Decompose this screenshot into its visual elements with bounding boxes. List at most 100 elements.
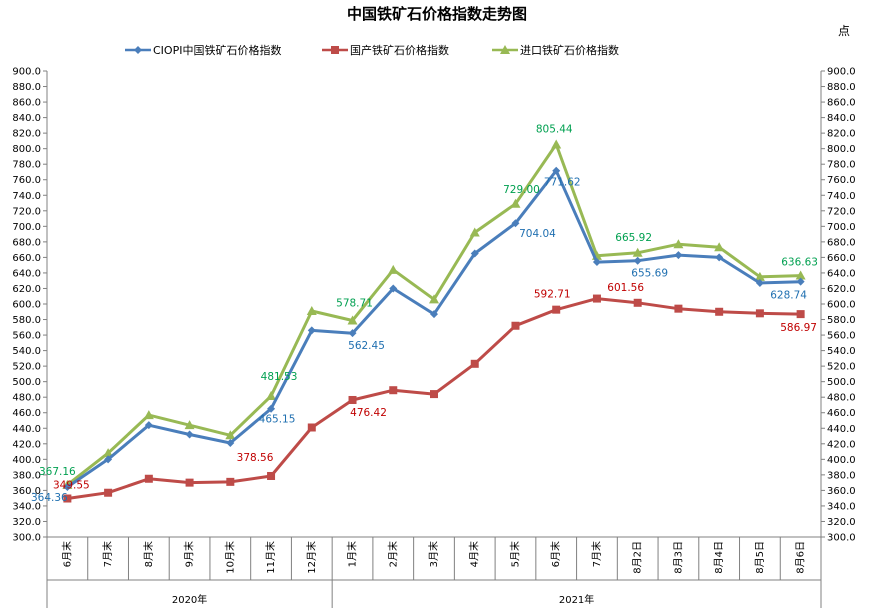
y-tick-label-left: 380.0: [12, 470, 41, 481]
legend: CIOPI中国铁矿石价格指数 国产铁矿石价格指数 进口铁矿石价格指数: [125, 43, 619, 57]
y-tick-label-right: 880.0: [827, 82, 856, 93]
data-label: 805.44: [536, 123, 573, 135]
data-point-triangle: [469, 227, 480, 237]
y-tick-label-left: 560.0: [12, 331, 41, 342]
data-point-diamond: [430, 310, 438, 319]
chart-title: 中国铁矿石价格指数走势图: [347, 5, 527, 23]
x-tick-label: 8月6日: [795, 541, 807, 574]
y-tick-label-right: 560.0: [827, 331, 856, 342]
legend-diamond-marker: [134, 46, 142, 54]
data-point-diamond: [267, 404, 276, 413]
data-point-square: [104, 488, 113, 497]
legend-item-ciopi: CIOPI中国铁矿石价格指数: [125, 43, 281, 57]
data-point-diamond: [511, 219, 520, 228]
data-label: 349.55: [53, 480, 90, 492]
y-tick-label-left: 520.0: [12, 362, 41, 373]
data-point-triangle: [754, 271, 765, 281]
y-tick-label-left: 360.0: [12, 486, 41, 497]
legend-label-domestic: 国产铁矿石价格指数: [350, 43, 449, 57]
y-tick-label-left: 760.0: [12, 175, 41, 186]
data-point-square: [430, 390, 438, 399]
y-tick-label-right: 380.0: [827, 470, 856, 481]
x-tick-label: 3月末: [427, 541, 440, 567]
data-labels: 364.36 465.15 562.45 704.04 771.62 655.69 628.…: [31, 123, 818, 504]
x-tick-label: 9月末: [183, 541, 196, 567]
data-point-triangle: [266, 391, 277, 401]
axes: 300.0 300.0 320.0 320.0 340.0 340.0 360.0 360.0…: [12, 67, 856, 608]
data-point-diamond: [307, 326, 316, 335]
data-point-triangle: [225, 430, 236, 440]
data-point-square: [470, 359, 479, 368]
data-point-triangle: [347, 315, 358, 325]
y-tick-label-left: 660.0: [12, 253, 41, 264]
data-point-diamond: [592, 258, 601, 267]
x-tick-label: 8月2日: [632, 541, 644, 574]
y-tick-label-right: 580.0: [827, 315, 856, 326]
data-point-diamond: [226, 439, 235, 448]
data-point-square: [226, 477, 235, 486]
y-tick-label-left: 720.0: [12, 206, 41, 217]
data-point-diamond: [104, 455, 113, 464]
data-point-square: [796, 310, 805, 319]
data-point-square: [348, 395, 357, 404]
data-label: 771.62: [544, 177, 581, 189]
y-tick-label-left: 500.0: [12, 377, 41, 388]
data-label: 601.56: [607, 282, 644, 294]
plot-area: [62, 139, 806, 503]
data-point-triangle: [388, 264, 399, 274]
x-tick-label: 6月末: [60, 541, 73, 567]
legend-item-domestic: 国产铁矿石价格指数: [322, 43, 449, 57]
x-tick-label: 2月末: [386, 541, 399, 567]
data-label: 562.45: [348, 340, 385, 352]
data-point-square: [144, 474, 153, 483]
y-tick-label-right: 700.0: [827, 222, 856, 233]
y-tick-label-left: 420.0: [12, 439, 41, 450]
y-tick-label-left: 540.0: [12, 346, 41, 357]
y-tick-label-left: 460.0: [12, 408, 41, 419]
y-tick-label-right: 760.0: [827, 175, 856, 186]
data-point-diamond: [63, 483, 72, 492]
data-point-square: [307, 423, 316, 432]
y-tick-label-right: 900.0: [827, 67, 856, 78]
data-label: 592.71: [534, 289, 571, 301]
data-point-triangle: [510, 198, 521, 208]
y-tick-label-left: 880.0: [12, 82, 41, 93]
y-tick-label-left: 400.0: [12, 455, 41, 466]
x-tick-label: 8月5日: [754, 541, 766, 574]
legend-square-marker: [331, 46, 339, 54]
y-tick-label-right: 520.0: [827, 362, 856, 373]
data-point-square: [389, 386, 398, 395]
y-tick-label-left: 840.0: [12, 113, 41, 124]
legend-item-imported: 进口铁矿石价格指数: [492, 43, 619, 57]
y-tick-label-left: 580.0: [12, 315, 41, 326]
data-point-triangle: [714, 242, 725, 252]
data-point-diamond: [715, 253, 724, 262]
data-point-diamond: [552, 166, 561, 175]
data-point-triangle: [103, 448, 114, 458]
y-tick-label-right: 440.0: [827, 424, 856, 435]
x-tick-label: 6月末: [549, 541, 562, 567]
y-tick-label-left: 320.0: [12, 517, 41, 528]
x-tick-label: 11月末: [264, 541, 277, 574]
x-tick-label: 8月3日: [672, 541, 684, 574]
data-point-triangle: [143, 410, 154, 420]
data-point-square: [267, 471, 276, 480]
x-tick-label: 5月末: [508, 541, 521, 567]
x-tick-label: 7月末: [101, 541, 114, 567]
legend-label-ciopi: CIOPI中国铁矿石价格指数: [153, 43, 281, 57]
y-tick-label-right: 740.0: [827, 191, 856, 202]
x-tick-label: 8月末: [142, 541, 155, 567]
y-tick-label-right: 640.0: [827, 268, 856, 279]
data-label: 378.56: [237, 452, 274, 464]
data-point-triangle: [795, 270, 806, 280]
data-label: 367.16: [39, 466, 76, 478]
x-tick-label: 4月末: [468, 541, 481, 567]
y-tick-label-right: 720.0: [827, 206, 856, 217]
y-tick-label-right: 340.0: [827, 501, 856, 512]
y-tick-label-right: 500.0: [827, 377, 856, 388]
data-point-diamond: [633, 256, 642, 265]
data-label: 704.04: [519, 228, 556, 240]
data-label: 364.36: [31, 492, 68, 504]
series-line-square: [67, 297, 801, 500]
data-point-triangle: [306, 305, 317, 315]
